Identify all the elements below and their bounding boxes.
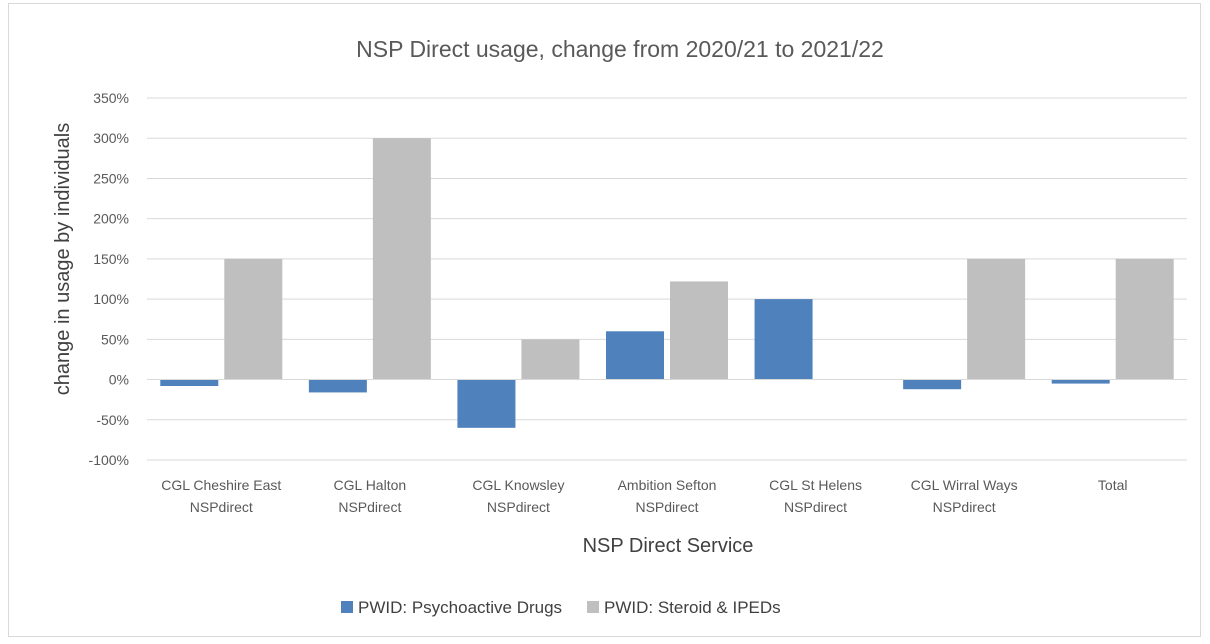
- bar-psychoactive: [1051, 379, 1110, 384]
- gridlines: [147, 97, 1187, 461]
- bar-steroid: [224, 258, 283, 380]
- x-tick-label: Total: [1098, 477, 1128, 493]
- bar-psychoactive: [160, 379, 219, 386]
- legend-label: PWID: Psychoactive Drugs: [358, 598, 562, 617]
- y-tick-label: 200%: [93, 211, 129, 227]
- y-tick-label: 300%: [93, 130, 129, 146]
- y-tick-label: 350%: [93, 90, 129, 106]
- x-tick-label: CGL St Helens NSPdirect: [769, 477, 862, 515]
- bar-psychoactive: [457, 379, 516, 428]
- x-tick-label: CGL Halton NSPdirect: [334, 477, 407, 515]
- bar-steroid: [521, 339, 580, 380]
- bar-psychoactive: [903, 379, 962, 390]
- x-tick-label: CGL Wirral Ways NSPdirect: [911, 477, 1018, 515]
- x-tick-label: CGL Cheshire East NSPdirect: [161, 477, 281, 515]
- y-tick-label: 250%: [93, 170, 129, 186]
- legend-swatch: [587, 601, 599, 613]
- chart-title: NSP Direct usage, change from 2020/21 to…: [356, 36, 884, 62]
- bar-steroid: [1115, 258, 1174, 380]
- x-tick-labels: CGL Cheshire East NSPdirect CGL Halton NSPd…: [161, 477, 1127, 515]
- legend: PWID: Psychoactive Drugs PWID: Steroid & …: [341, 598, 781, 617]
- y-tick-label: 150%: [93, 251, 129, 267]
- y-axis-title: change in usage by individuals: [52, 123, 74, 395]
- bar-psychoactive: [754, 299, 813, 380]
- bar-psychoactive: [308, 379, 367, 393]
- x-axis-title: NSP Direct Service: [583, 535, 754, 557]
- y-tick-labels: -100% -50% 0% 50% 100% 150% 200% 250% 300% 350%: [89, 90, 129, 468]
- y-tick-label: -50%: [96, 412, 129, 428]
- bar-steroid: [372, 138, 431, 380]
- y-tick-label: 100%: [93, 291, 129, 307]
- x-tick-label: CGL Knowsley NSPdirect: [472, 477, 564, 515]
- bars: [147, 138, 1187, 428]
- y-tick-label: 0%: [109, 372, 129, 388]
- y-tick-label: 50%: [101, 331, 129, 347]
- y-tick-label: -100%: [89, 452, 129, 468]
- legend-label: PWID: Steroid & IPEDs: [604, 598, 781, 617]
- bar-psychoactive: [606, 331, 664, 380]
- x-tick-label: Ambition Sefton NSPdirect: [618, 477, 717, 515]
- bar-steroid: [967, 258, 1026, 380]
- legend-swatch: [341, 601, 353, 613]
- bar-steroid: [670, 281, 728, 380]
